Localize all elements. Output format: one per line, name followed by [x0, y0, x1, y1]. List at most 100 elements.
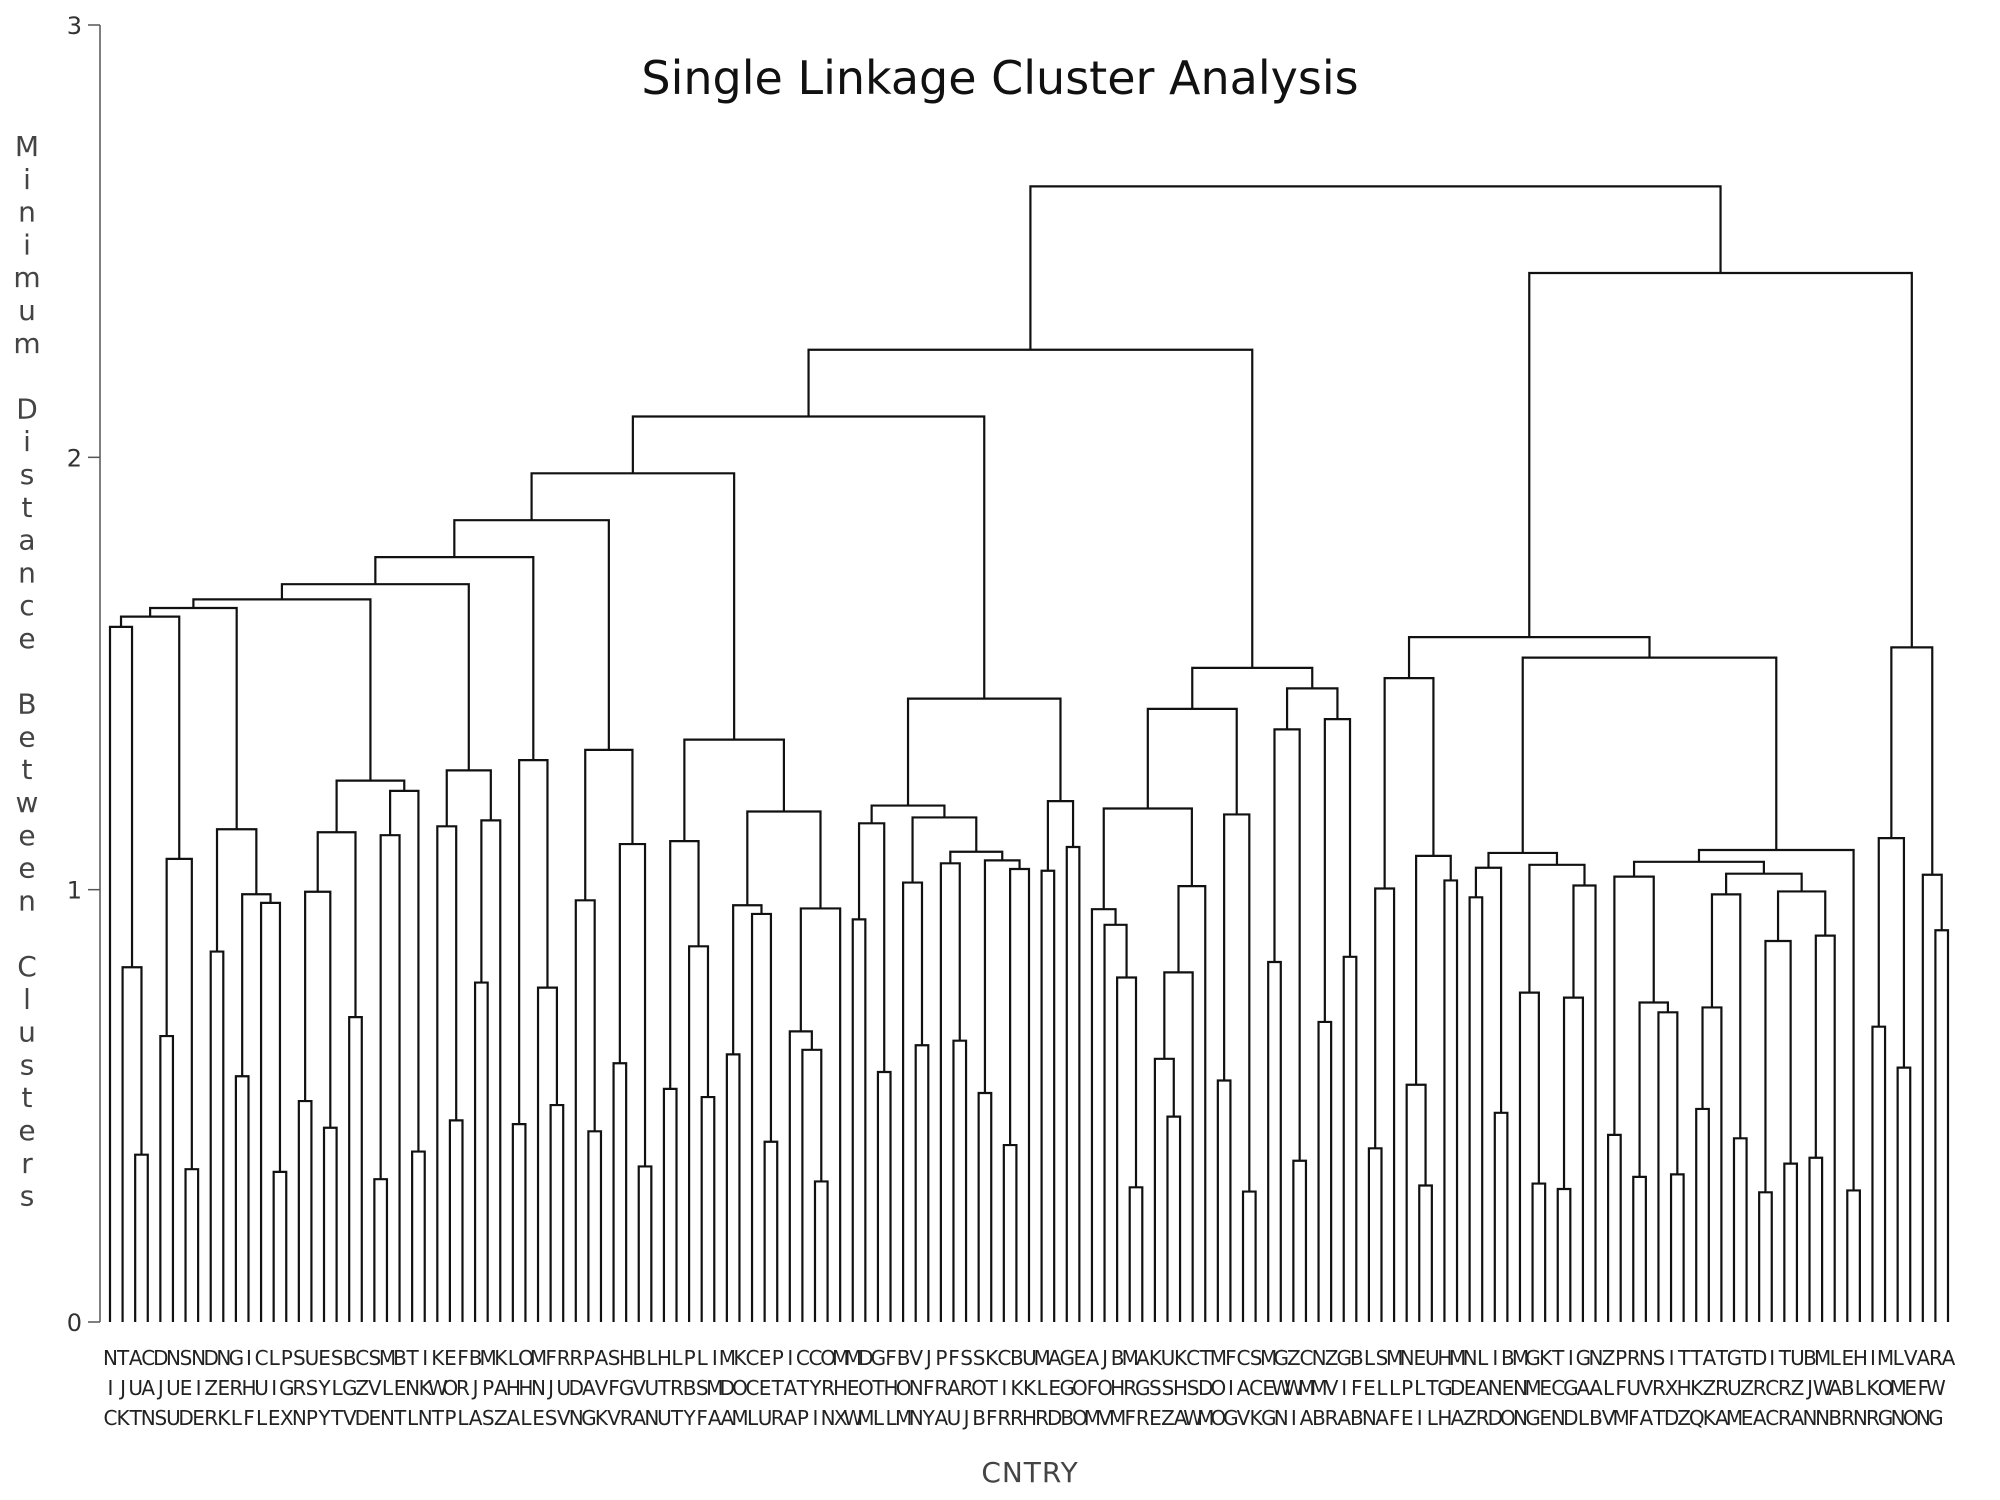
leaf-label: S	[696, 1376, 708, 1400]
leaf-label: R	[1627, 1346, 1641, 1370]
leaf-label: K	[1690, 1376, 1704, 1400]
leaf-label: Z	[1677, 1406, 1690, 1430]
leaf-label: Z	[494, 1406, 507, 1430]
leaf-label: E	[268, 1406, 280, 1430]
leaf-label: T	[985, 1376, 999, 1400]
leaf-label: M	[1197, 1406, 1213, 1430]
dendrogram-link	[1146, 707, 1238, 815]
leaf-label: G	[1223, 1406, 1238, 1430]
dendrogram-link	[322, 1126, 338, 1322]
dendrogram-link	[1890, 646, 1934, 875]
leaf-label: W	[428, 1376, 448, 1400]
leaf-label: B	[1060, 1406, 1073, 1430]
dendrogram-link	[1783, 1162, 1799, 1322]
leaf-label: X	[280, 1406, 294, 1430]
leaf-label: M	[1890, 1376, 1906, 1400]
dendrogram-link	[857, 822, 886, 1072]
leaf-label: Z	[1602, 1346, 1615, 1370]
leaf-label: A	[1451, 1406, 1465, 1430]
leaf-label: D	[153, 1346, 168, 1370]
leaf-label: M	[832, 1346, 848, 1370]
dendrogram-link	[1223, 813, 1251, 1192]
leaf-label: J	[471, 1376, 478, 1400]
leaf-label: C	[997, 1346, 1010, 1370]
leaf-label: T	[330, 1406, 344, 1430]
leaf-label: F	[923, 1376, 934, 1400]
leaf-label: L	[873, 1406, 885, 1430]
dendrogram-link	[683, 738, 786, 842]
leaf-label: L	[231, 1406, 243, 1430]
dendrogram-link	[750, 912, 773, 1322]
dendrogram-link	[1732, 1137, 1748, 1322]
leaf-label: H	[1110, 1376, 1124, 1400]
leaf-label: P	[797, 1406, 809, 1430]
leaf-label: S	[608, 1346, 620, 1370]
dendrogram-link	[851, 918, 867, 1322]
leaf-label: I	[1228, 1376, 1233, 1400]
leaf-label: W	[843, 1406, 863, 1430]
leaf-label: T	[1425, 1376, 1439, 1400]
leaf-label: A	[595, 1346, 609, 1370]
dendrogram-link	[530, 472, 736, 740]
leaf-label: R	[1841, 1406, 1855, 1430]
leaf-label: B	[632, 1346, 645, 1370]
leaf-label: R	[1325, 1406, 1339, 1430]
dendrogram-link	[977, 1091, 993, 1322]
leaf-label: A	[1640, 1406, 1654, 1430]
dendrogram-link	[436, 825, 458, 1322]
leaf-label: I	[1417, 1406, 1422, 1430]
y-axis-label-char: n	[18, 196, 36, 229]
dendrogram-link	[1518, 991, 1540, 1322]
dendrogram-link	[1710, 893, 1742, 1139]
leaf-label: N	[1853, 1406, 1867, 1430]
dendrogram-link	[272, 1170, 288, 1322]
leaf-label: L	[407, 1406, 419, 1430]
leaf-label: B	[469, 1346, 482, 1370]
leaf-label: A	[721, 1406, 735, 1430]
dendrogram-link	[1934, 929, 1950, 1322]
dendrogram-link	[1415, 854, 1452, 1085]
leaf-label: R	[1652, 1376, 1666, 1400]
leaf-label: D	[569, 1376, 584, 1400]
leaf-label: R	[1715, 1376, 1729, 1400]
dendrogram-link	[215, 828, 258, 952]
y-axis: 0 1 2 3	[67, 12, 101, 1337]
leaf-label: D	[1198, 1376, 1213, 1400]
dendrogram-link	[1528, 271, 1913, 648]
dendrogram-link	[1657, 1011, 1679, 1322]
leaf-label: O	[1072, 1406, 1087, 1430]
dendrogram-link	[587, 1130, 603, 1322]
leaf-label: I	[271, 1376, 276, 1400]
leaf-label: G	[229, 1346, 244, 1370]
leaf-label: A	[141, 1376, 155, 1400]
leaf-label: C	[1249, 1376, 1262, 1400]
leaf-label: O	[1500, 1406, 1515, 1430]
leaf-label: L	[1893, 1346, 1905, 1370]
leaf-label: I	[1341, 1376, 1346, 1400]
leaf-label: P	[935, 1346, 947, 1370]
leaf-label: N	[380, 1406, 394, 1430]
leaf-label: W	[1183, 1406, 1203, 1430]
leaf-label: F	[1918, 1376, 1929, 1400]
leaf-label: E	[192, 1406, 204, 1430]
y-axis-label-char: t	[22, 491, 33, 524]
leaf-label: A	[1237, 1376, 1251, 1400]
leaf-label: T	[871, 1376, 885, 1400]
dendrogram-link	[335, 779, 406, 833]
leaf-label: E	[180, 1376, 192, 1400]
leaf-label: N	[166, 1346, 180, 1370]
leaf-label: U	[645, 1376, 659, 1400]
leaf-label: T	[129, 1406, 143, 1430]
leaf-label: Z	[1740, 1376, 1753, 1400]
dendrogram-link	[1241, 1190, 1257, 1322]
leaf-label: K	[1866, 1376, 1880, 1400]
leaf-label: A	[1702, 1346, 1716, 1370]
leaf-label: E	[1363, 1376, 1375, 1400]
dendrogram-link	[1418, 1184, 1433, 1322]
dendrogram-link	[549, 1103, 565, 1322]
leaf-label: A	[1300, 1406, 1314, 1430]
leaf-label: G	[1563, 1376, 1578, 1400]
leaf-label: A	[783, 1406, 797, 1430]
leaf-label: U	[1161, 1346, 1175, 1370]
